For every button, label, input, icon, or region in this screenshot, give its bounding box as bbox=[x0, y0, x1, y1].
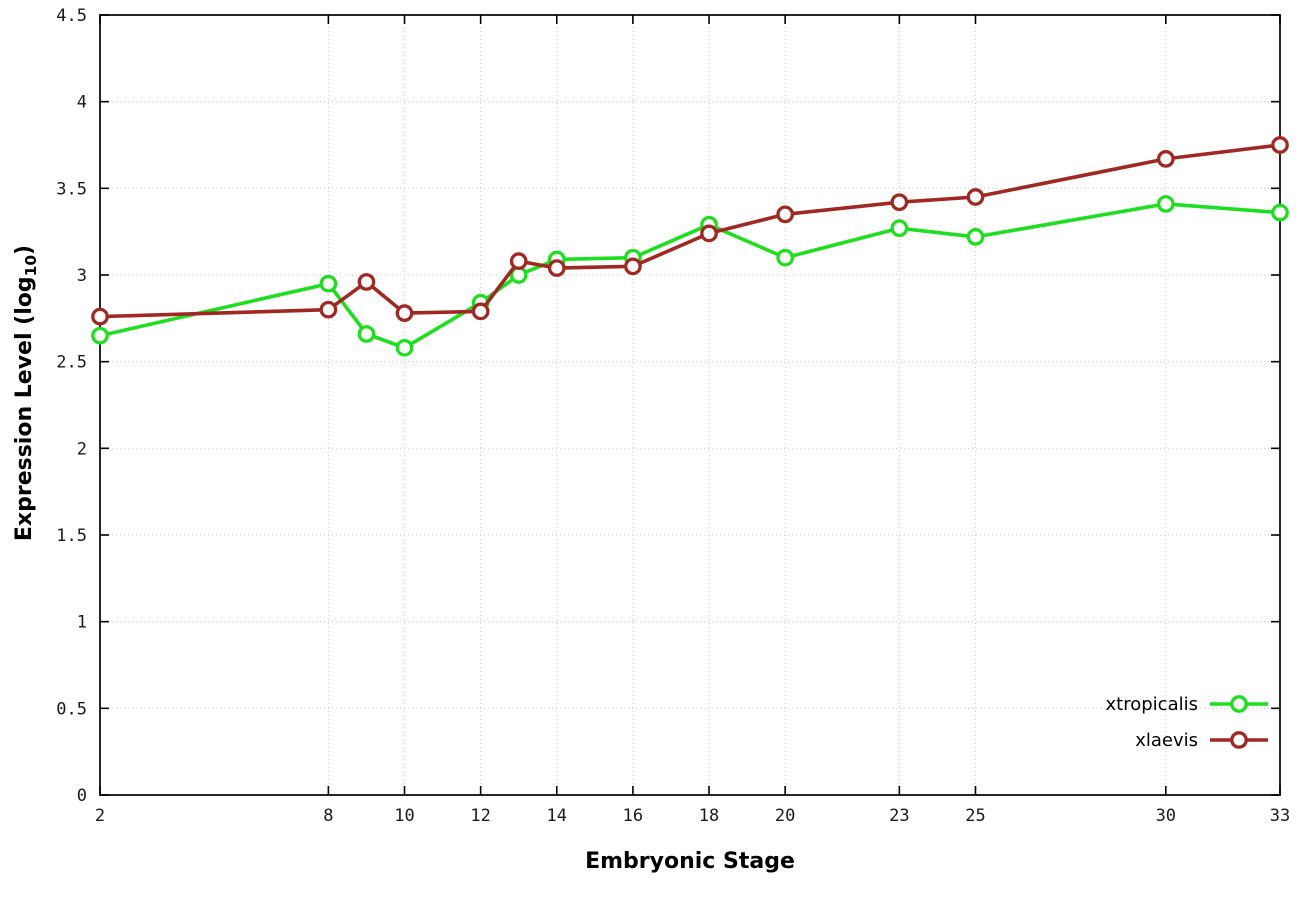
y-tick-label: 1 bbox=[77, 613, 87, 633]
x-tick-label: 33 bbox=[1270, 806, 1290, 826]
x-tick-label: 14 bbox=[547, 806, 567, 826]
x-tick-label: 30 bbox=[1156, 806, 1176, 826]
x-tick-label: 25 bbox=[965, 806, 985, 826]
x-tick-label: 8 bbox=[323, 806, 333, 826]
y-axis-label: Expression Level (log10) bbox=[12, 245, 40, 541]
legend-label-xtropicalis: xtropicalis bbox=[1106, 694, 1198, 715]
y-tick-label: 0.5 bbox=[56, 699, 87, 719]
series-point-xlaevis bbox=[471, 302, 490, 321]
series-point-xtropicalis bbox=[1156, 195, 1175, 213]
series-point-xtropicalis bbox=[890, 219, 909, 238]
series-point-xlaevis bbox=[547, 259, 566, 277]
y-tick-label: 4.5 bbox=[56, 6, 87, 26]
x-tick-label: 23 bbox=[889, 806, 909, 826]
x-axis-label: Embryonic Stage bbox=[585, 849, 795, 874]
series-point-xtropicalis bbox=[357, 325, 376, 343]
y-tick-label: 1.5 bbox=[56, 526, 87, 546]
series-point-xlaevis bbox=[357, 273, 376, 291]
series-point-xlaevis bbox=[700, 224, 718, 243]
series-point-xlaevis bbox=[509, 252, 528, 270]
legend-marker-xtropicalis bbox=[1230, 695, 1248, 713]
series-point-xlaevis bbox=[395, 304, 414, 322]
y-axis-label-subscript: 10 bbox=[22, 254, 41, 277]
series-point-xtropicalis bbox=[1271, 203, 1289, 222]
y-axis-label-main: Expression Level (log bbox=[11, 276, 37, 542]
series-point-xtropicalis bbox=[776, 248, 795, 267]
x-tick-label: 16 bbox=[623, 806, 643, 826]
x-tick-label: 12 bbox=[470, 806, 490, 826]
legend-label-xlaevis: xlaevis bbox=[1135, 730, 1198, 751]
series-point-xlaevis bbox=[319, 300, 338, 319]
series-point-xtropicalis bbox=[91, 326, 109, 345]
y-tick-label: 2.5 bbox=[56, 353, 87, 373]
legend-marker-xlaevis bbox=[1230, 731, 1248, 749]
x-tick-label: 2 bbox=[95, 806, 105, 826]
y-tick-label: 2 bbox=[77, 439, 87, 459]
series-point-xlaevis bbox=[890, 193, 909, 212]
series-point-xlaevis bbox=[1156, 150, 1175, 168]
plot-border bbox=[99, 14, 1281, 796]
x-tick-label: 20 bbox=[775, 806, 795, 826]
series-point-xlaevis bbox=[776, 205, 795, 224]
y-axis-label-end: ) bbox=[11, 244, 37, 255]
series-point-xlaevis bbox=[624, 257, 642, 276]
series-point-xtropicalis bbox=[319, 274, 338, 293]
series-point-xlaevis bbox=[91, 307, 109, 326]
series-point-xlaevis bbox=[1271, 136, 1289, 154]
x-tick-label: 18 bbox=[699, 806, 719, 826]
y-tick-label: 3 bbox=[77, 266, 87, 286]
x-tick-label: 10 bbox=[394, 806, 414, 826]
series-point-xtropicalis bbox=[395, 338, 414, 357]
series-line-xtropicalis bbox=[98, 202, 1282, 350]
series-point-xlaevis bbox=[966, 188, 985, 206]
y-tick-label: 3.5 bbox=[56, 179, 87, 199]
y-tick-label: 4 bbox=[77, 93, 87, 113]
series-point-xtropicalis bbox=[966, 228, 985, 246]
y-tick-label: 0 bbox=[77, 786, 87, 806]
series-line-xlaevis bbox=[98, 143, 1282, 319]
